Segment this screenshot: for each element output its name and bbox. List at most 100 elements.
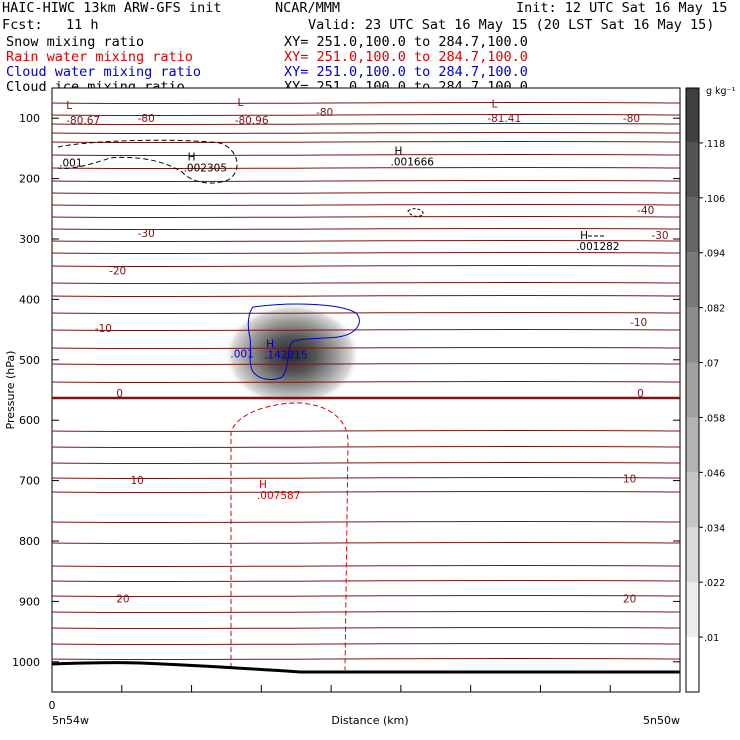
isotherm-18 bbox=[51, 328, 681, 332]
plot-frame bbox=[51, 87, 681, 693]
isotherm-31 bbox=[51, 579, 681, 583]
isotherm-32 bbox=[51, 594, 681, 598]
snow-contour-label: .001 bbox=[59, 158, 82, 170]
colorbar-label-1: .022 bbox=[704, 578, 725, 589]
colorbar-swatch-1 bbox=[686, 582, 699, 638]
temperature-label-11: -10 bbox=[630, 317, 647, 329]
temperature-label-4: -81.41 bbox=[487, 113, 521, 125]
snow-max-value-0: .002305 bbox=[184, 162, 227, 174]
y-tick-label-5: 600 bbox=[19, 414, 40, 427]
isotherm-20 bbox=[51, 362, 681, 366]
cloud-ice-max-label: H bbox=[266, 339, 274, 351]
rain-contour bbox=[230, 402, 349, 671]
field-rain-xy: XY= 251.0,100.0 to 284.7,100.0 bbox=[284, 49, 528, 65]
valid-time: Valid: 23 UTC Sat 16 May 15 (20 LST Sat … bbox=[308, 17, 715, 33]
y-tick-label-6: 700 bbox=[19, 475, 40, 488]
temperature-low-1: L bbox=[238, 97, 244, 109]
isotherm-24 bbox=[51, 445, 681, 449]
isotherm-13 bbox=[51, 251, 681, 255]
colorbar-swatch-0 bbox=[686, 637, 699, 692]
isotherm-11 bbox=[51, 227, 681, 231]
colorbar-label-5: .07 bbox=[704, 359, 719, 370]
temperature-low-0: L bbox=[66, 100, 72, 112]
model-title: HAIC-HIWC 13km ARW-GFS init bbox=[2, 0, 222, 16]
rain-max-label: H bbox=[259, 479, 267, 491]
isotherm-zero bbox=[51, 396, 681, 400]
temperature-label-16: 20 bbox=[116, 594, 129, 606]
temperature-label-14: 10 bbox=[131, 475, 144, 487]
isotherm-16 bbox=[51, 294, 681, 298]
colorbar-label-8: .106 bbox=[704, 194, 725, 205]
colorbar-label-6: .082 bbox=[704, 304, 725, 315]
field-cloud-water-name: Cloud water mixing ratio bbox=[6, 64, 202, 80]
isotherm-19 bbox=[51, 346, 681, 350]
isotherm-36 bbox=[51, 657, 681, 661]
snow-max-label-1: H bbox=[395, 145, 403, 157]
terrain-line bbox=[51, 661, 680, 674]
snow-contour-small bbox=[407, 208, 424, 217]
y-tick-label-9: 1000 bbox=[12, 656, 40, 669]
forecast-label: Fcst: bbox=[2, 17, 43, 33]
temperature-label-6: -40 bbox=[637, 205, 654, 217]
isotherm-33 bbox=[51, 610, 681, 614]
y-tick-label-0: 100 bbox=[19, 112, 40, 125]
isotherm-1 bbox=[51, 113, 681, 117]
field-rain-name: Rain water mixing ratio bbox=[6, 49, 193, 65]
isotherm-15 bbox=[51, 281, 681, 285]
temperature-label-1: -80 bbox=[138, 113, 155, 125]
isotherm-12 bbox=[51, 239, 681, 243]
temperature-label-0: -80.67 bbox=[66, 115, 100, 127]
temperature-label-10: -10 bbox=[95, 323, 112, 335]
colorbar-swatch-4 bbox=[686, 417, 699, 473]
x-start-label: 5n54w bbox=[52, 714, 89, 727]
colorbar-label-4: .058 bbox=[704, 413, 725, 424]
org-label: NCAR/MMM bbox=[275, 0, 341, 16]
isotherm-30 bbox=[51, 564, 681, 568]
temperature-low-2: L bbox=[492, 98, 498, 110]
colorbar-frame bbox=[685, 87, 700, 693]
isotherm-14 bbox=[51, 264, 681, 268]
isotherm-10 bbox=[51, 215, 681, 219]
isotherm-17 bbox=[51, 311, 681, 315]
forecast-hour: 11 h bbox=[66, 17, 99, 33]
snow-max-value-2: .001282 bbox=[576, 241, 619, 253]
field-snow-name: Snow mixing ratio bbox=[6, 34, 145, 50]
cloud-ice-shading bbox=[224, 303, 360, 407]
temperature-label-13: 0 bbox=[637, 388, 644, 400]
isotherm-2 bbox=[51, 122, 681, 126]
x-axis-label: Distance (km) bbox=[331, 714, 408, 727]
colorbar-swatch-6 bbox=[686, 307, 699, 363]
isotherm-25 bbox=[51, 461, 681, 465]
temperature-label-12: 0 bbox=[116, 388, 123, 400]
colorbar-label-0: .01 bbox=[704, 633, 719, 644]
isotherm-27 bbox=[51, 490, 681, 494]
temperature-label-5: -80 bbox=[623, 113, 640, 125]
rain-max-value: .007587 bbox=[257, 490, 300, 502]
isotherm-9 bbox=[51, 203, 681, 207]
x-end-label: 5n50w bbox=[643, 714, 680, 727]
isotherm-23 bbox=[51, 429, 681, 433]
temperature-label-2: -80.96 bbox=[235, 115, 269, 127]
isotherm-26 bbox=[51, 476, 681, 480]
temperature-label-9: -20 bbox=[109, 266, 126, 278]
isotherm-21 bbox=[51, 380, 681, 384]
temperature-label-15: 10 bbox=[623, 473, 636, 485]
y-tick-label-4: 500 bbox=[19, 354, 40, 367]
colorbar-swatch-3 bbox=[686, 472, 699, 528]
colorbar-swatch-10 bbox=[686, 88, 699, 143]
cloud-water-contour bbox=[247, 303, 360, 380]
colorbar-swatch-8 bbox=[686, 197, 699, 253]
colorbar-label-3: .046 bbox=[704, 468, 725, 479]
cloud-water-contour-label: .001 bbox=[230, 348, 253, 360]
y-tick-label-2: 300 bbox=[19, 233, 40, 246]
temperature-isotherms bbox=[51, 101, 681, 661]
y-tick-label-1: 200 bbox=[19, 173, 40, 186]
colorbar-swatch-9 bbox=[686, 142, 699, 198]
isotherm-7 bbox=[51, 179, 681, 183]
colorbar-label-9: .118 bbox=[704, 139, 725, 150]
isotherm-8 bbox=[51, 191, 681, 195]
colorbar-swatch-2 bbox=[686, 527, 699, 583]
temperature-label-8: -30 bbox=[651, 230, 668, 242]
